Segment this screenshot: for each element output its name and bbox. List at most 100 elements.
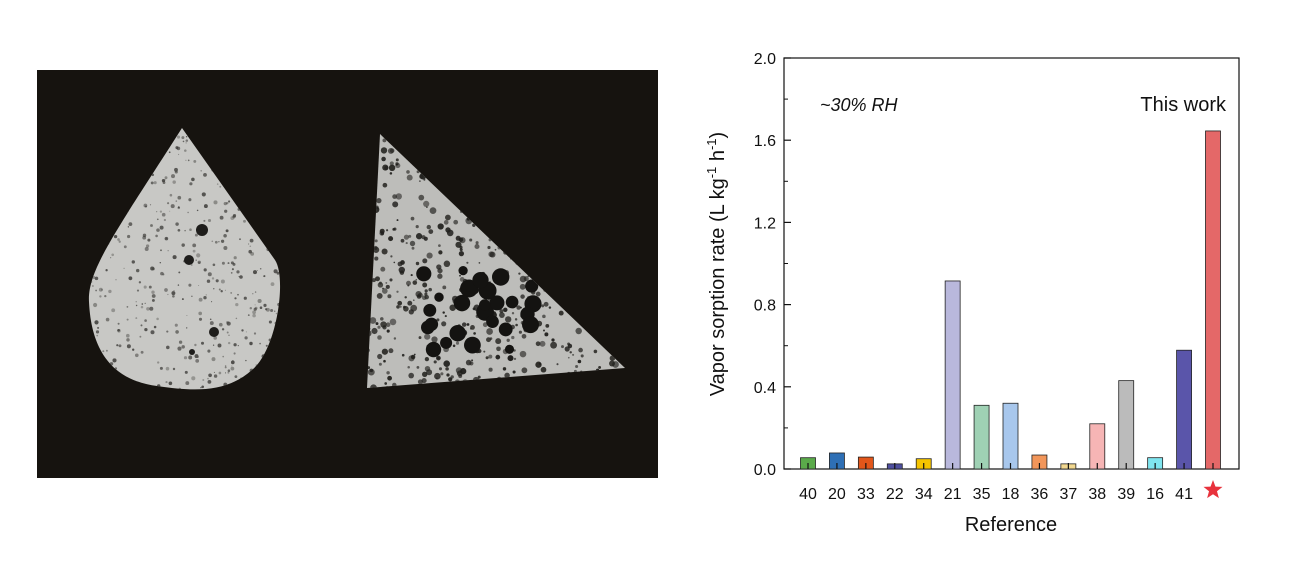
pore [241,329,244,332]
pore [198,311,203,316]
pore [502,367,507,371]
x-tick-label: 39 [1117,486,1135,503]
pore [116,344,119,347]
pore [455,367,463,374]
pore [418,194,425,201]
pore [206,279,211,283]
pore [255,364,257,366]
pore [395,193,402,200]
pore [423,303,437,317]
pore [160,249,162,252]
pore [177,284,180,286]
pore [386,229,389,232]
pore [181,345,185,349]
pore [171,174,175,179]
pore [422,282,428,288]
pore [156,218,159,221]
pore [489,295,505,311]
pore [108,289,112,294]
pore [230,366,235,371]
pore [123,267,125,270]
pore [406,280,411,286]
pore [252,310,256,315]
pore [159,210,163,213]
pore [126,333,130,338]
pore [455,241,462,248]
pore [520,294,525,299]
pore [486,315,499,328]
pore [548,306,552,309]
pore [388,348,394,354]
pore [213,200,218,205]
pore [149,306,154,311]
pore [438,367,443,371]
pore [496,346,501,352]
pore [117,328,120,332]
pore [164,288,168,292]
pore [218,322,223,327]
pore [507,355,514,362]
pore [375,276,380,282]
pore [379,281,382,285]
pore [162,273,165,276]
pore [499,309,504,314]
pore [373,245,378,250]
pore [203,296,207,300]
pore [461,322,467,327]
pore [175,222,179,226]
pore [472,307,476,311]
pore [197,260,202,265]
y-tick-label: 1.2 [754,215,776,232]
pore [472,223,476,227]
pore [153,325,157,329]
pore [459,248,463,252]
pore [172,294,175,298]
pore [446,229,454,237]
bar-39 [1118,380,1135,470]
pore [498,322,513,337]
pore [135,304,138,307]
x-tick-label: 20 [828,486,846,503]
pore [376,197,382,204]
pore [387,375,392,381]
pore [146,307,150,311]
pore [433,360,437,364]
pore [558,310,564,316]
pore [177,346,182,351]
pore [511,335,515,340]
pore [275,312,278,315]
bar-star [1205,130,1221,470]
pore [164,176,168,180]
pore [237,293,239,296]
pore [233,343,237,347]
pore [252,270,258,275]
pore [382,182,388,188]
x-tick-label: 35 [973,486,991,503]
pore [416,294,422,299]
pore [519,350,527,358]
pore [166,330,169,333]
pore [227,369,231,372]
pore [177,228,181,232]
pore [209,327,219,337]
pore [219,215,224,220]
pore [438,244,441,247]
pore [94,320,99,325]
pore [175,200,178,202]
pore [259,306,263,309]
pore [165,381,168,384]
pore [268,320,272,324]
pore [494,248,497,251]
pore [397,300,403,306]
pore [178,153,180,156]
pore [110,257,112,259]
pore [126,234,131,239]
pore [153,181,157,185]
x-tick-label: 37 [1059,486,1077,503]
pore [167,202,170,205]
pore [395,158,399,162]
pore [259,267,262,270]
pore [374,239,378,243]
pore [249,306,253,310]
pore [418,336,422,340]
